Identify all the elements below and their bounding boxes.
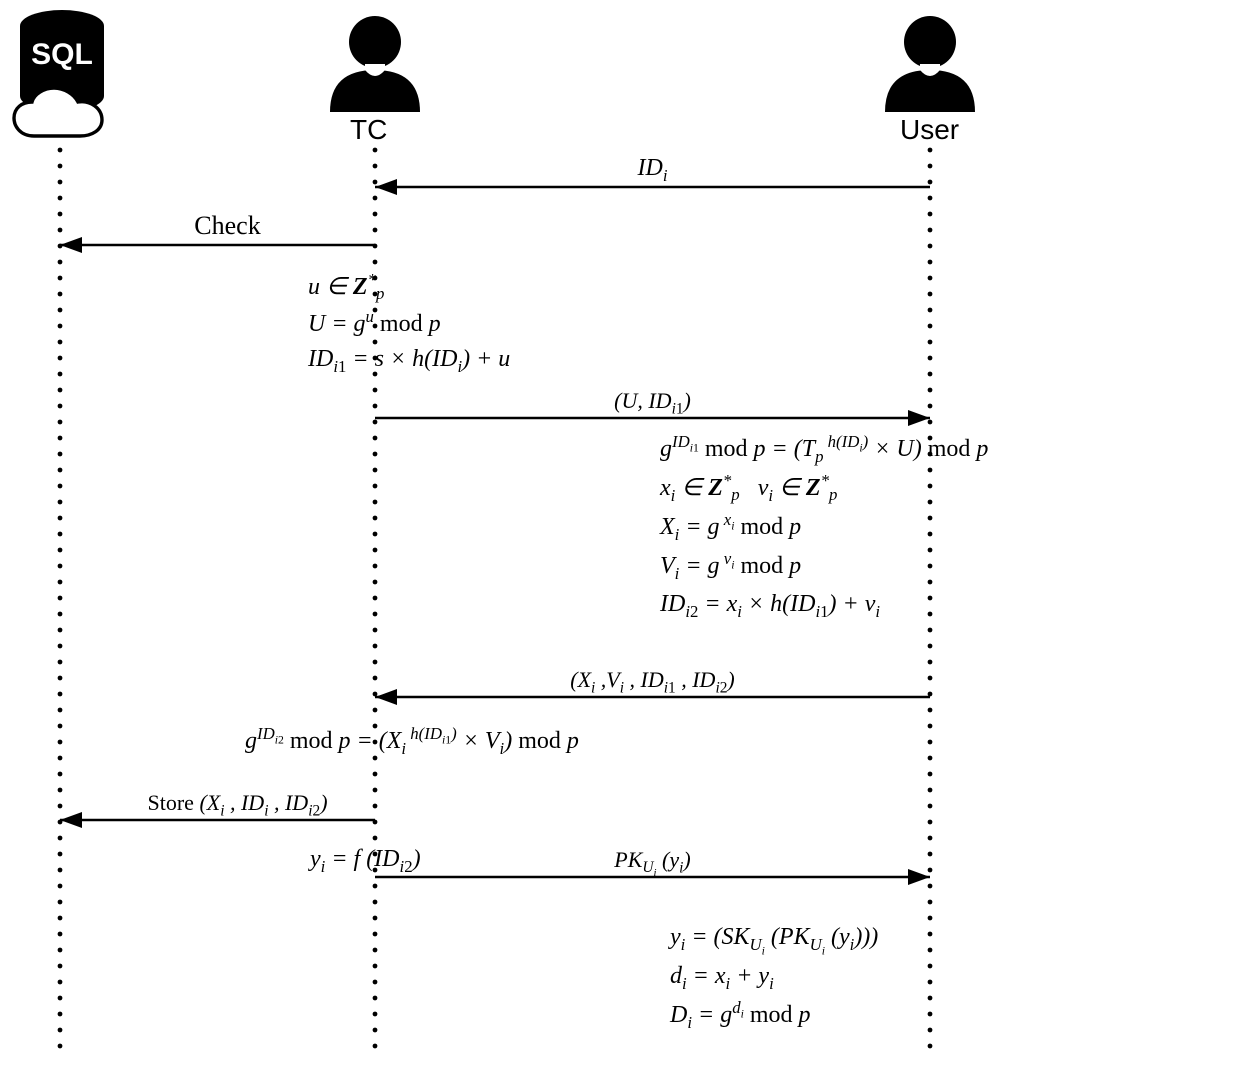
block-user-comp: gIDi1 mod p = (Tp h(IDi) × U) mod pxi ∈ … xyxy=(660,430,988,624)
user-label: User xyxy=(900,114,959,146)
sequence-svg xyxy=(0,0,1240,1068)
msg-store: Store (Xi , IDi , IDi2) xyxy=(147,790,327,820)
msg-check: Check xyxy=(194,211,260,241)
msg-xvid: (Xi ,Vi , IDi1 , IDi2) xyxy=(570,667,735,697)
tc-label: TC xyxy=(350,114,387,146)
block-tc-y: yi = f (IDi2) xyxy=(310,842,421,879)
msg-pk: PKUi (yi) xyxy=(614,847,690,879)
msg-id: IDi xyxy=(638,155,668,186)
tc-person-icon xyxy=(320,8,430,118)
sql-db-icon: SQL xyxy=(12,8,132,153)
user-person-icon xyxy=(875,8,985,118)
block-tc-verify: gIDi2 mod p = (Xi h(IDi1) × Vi) mod p xyxy=(245,722,579,761)
block-tc-gen: u ∈ Z*pU = gu mod pIDi1 = s × h(IDi) + u xyxy=(308,268,510,379)
svg-text:SQL: SQL xyxy=(31,38,93,71)
block-user-final: yi = (SKUi (PKUi (yi)))di = xi + yiDi = … xyxy=(670,920,878,1035)
msg-u-id1: (U, IDi1) xyxy=(614,388,691,418)
